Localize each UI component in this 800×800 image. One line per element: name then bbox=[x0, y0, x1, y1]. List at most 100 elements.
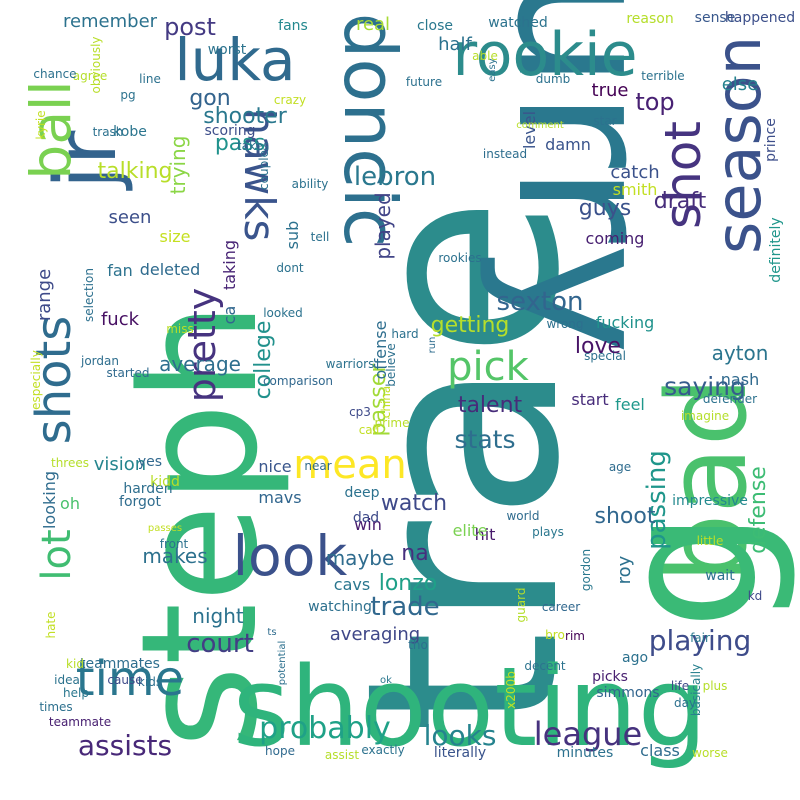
word-bad: bad bbox=[643, 376, 771, 583]
word-gon: gon bbox=[189, 86, 230, 111]
word-top: top bbox=[635, 88, 674, 116]
word-nash: nash bbox=[721, 370, 759, 389]
word-na: na bbox=[401, 541, 428, 566]
word-instead: instead bbox=[483, 147, 527, 161]
word-offense: offense bbox=[371, 321, 390, 380]
word-kyrie: kyrie bbox=[34, 110, 48, 139]
word-shooting: shooting bbox=[233, 643, 708, 771]
word-mean: mean bbox=[293, 442, 406, 488]
word-ok: ok bbox=[380, 675, 392, 686]
word-makes: makes bbox=[142, 544, 207, 568]
word-future: future bbox=[406, 75, 442, 89]
word-passing: passing bbox=[642, 450, 672, 550]
word-elite: elite bbox=[453, 521, 488, 540]
word-especially: especially bbox=[29, 350, 43, 410]
word-remember: remember bbox=[63, 11, 158, 32]
word-average: average bbox=[159, 352, 241, 376]
word-trash: trash bbox=[93, 125, 124, 139]
word-doncic: doncic bbox=[328, 13, 412, 248]
word-taking: taking bbox=[220, 240, 239, 290]
word-stats: stats bbox=[455, 425, 516, 454]
word-shot: shot bbox=[654, 121, 712, 229]
word-level: level bbox=[520, 111, 539, 149]
word-win: win bbox=[354, 515, 382, 534]
word-kidd: kidd bbox=[150, 474, 180, 490]
word-pass: pass bbox=[215, 131, 265, 156]
word-literally: literally bbox=[434, 745, 486, 761]
word-front: front bbox=[160, 537, 189, 551]
word-definitely: definitely bbox=[768, 217, 784, 282]
word-ability: ability bbox=[292, 177, 329, 191]
word-imagine: imagine bbox=[681, 409, 729, 423]
word-shots: shots bbox=[26, 316, 82, 445]
word-trade: trade bbox=[370, 592, 439, 622]
word-seen: seen bbox=[109, 207, 152, 228]
word-rookie: rookie bbox=[452, 20, 637, 90]
word-assists: assists bbox=[78, 729, 172, 762]
word-watched: watched bbox=[488, 15, 548, 31]
word-look: look bbox=[233, 524, 348, 588]
word-scoring: scoring bbox=[205, 123, 256, 139]
word-lot: lot bbox=[34, 529, 80, 580]
word-obviously: obviously bbox=[89, 36, 103, 93]
word-court: court bbox=[186, 629, 254, 659]
word-feel: feel bbox=[615, 395, 645, 414]
word-sub: sub bbox=[283, 221, 302, 250]
word-lebron: lebron bbox=[354, 162, 436, 192]
word-trying: trying bbox=[166, 136, 190, 195]
word-pretty: pretty bbox=[180, 288, 224, 403]
word-yes: yes bbox=[138, 454, 162, 470]
word-passes: passes bbox=[148, 523, 182, 534]
word-teammates: teammates bbox=[80, 656, 160, 672]
word-cause: cause bbox=[107, 673, 142, 687]
word-sexton: sexton bbox=[496, 287, 583, 317]
word-assist: assist bbox=[325, 748, 359, 762]
word-fuck: fuck bbox=[101, 309, 140, 330]
word-close: close bbox=[417, 18, 453, 34]
word-minutes: minutes bbox=[557, 745, 614, 761]
word-crazy: crazy bbox=[274, 93, 306, 107]
word-pg: pg bbox=[120, 88, 135, 102]
word-hit: hit bbox=[475, 525, 496, 544]
word-hate: hate bbox=[44, 611, 58, 638]
word-draft: draft bbox=[654, 189, 707, 214]
word-kobe: kobe bbox=[113, 124, 147, 140]
word-dont: dont bbox=[276, 261, 304, 275]
word-deep: deep bbox=[345, 485, 380, 501]
word-basically: basically bbox=[689, 664, 703, 716]
word-saying: saying bbox=[664, 372, 746, 401]
word-star: star bbox=[593, 114, 616, 128]
word-range: range bbox=[34, 269, 55, 321]
word-start: start bbox=[571, 390, 608, 409]
word-fans: fans bbox=[278, 18, 308, 34]
word-gordon: gordon bbox=[579, 549, 593, 591]
word-defender: defender bbox=[703, 392, 757, 406]
word-plus: plus bbox=[703, 679, 728, 693]
word-shoot: shoot bbox=[595, 504, 656, 529]
word-lonzo: lonzo bbox=[379, 571, 438, 596]
word-half: half bbox=[438, 34, 472, 55]
word-passer: passer bbox=[366, 363, 391, 437]
word-rookies: rookies bbox=[438, 251, 481, 265]
word-played: played bbox=[371, 192, 395, 259]
word-x200b: x200b bbox=[504, 671, 518, 709]
word-miss: miss bbox=[166, 322, 194, 336]
word-impressive: impressive bbox=[672, 493, 748, 509]
word-agree: agree bbox=[73, 69, 107, 83]
word-true: true bbox=[592, 80, 629, 101]
word-looking: looking bbox=[40, 471, 59, 529]
word-simmons: simmons bbox=[596, 685, 659, 701]
word-cavs: cavs bbox=[334, 575, 370, 594]
word-hard: hard bbox=[391, 327, 418, 341]
word-world: world bbox=[506, 509, 539, 523]
word-line: line bbox=[139, 72, 161, 86]
word-jordan: jordan bbox=[80, 354, 119, 368]
word-vision: vision bbox=[94, 454, 146, 475]
word-kd: kd bbox=[748, 589, 763, 603]
word-threes: threes bbox=[51, 456, 89, 470]
word-averaging: averaging bbox=[330, 624, 420, 645]
word-damn: damn bbox=[545, 135, 591, 154]
word-guys: guys bbox=[579, 196, 631, 221]
